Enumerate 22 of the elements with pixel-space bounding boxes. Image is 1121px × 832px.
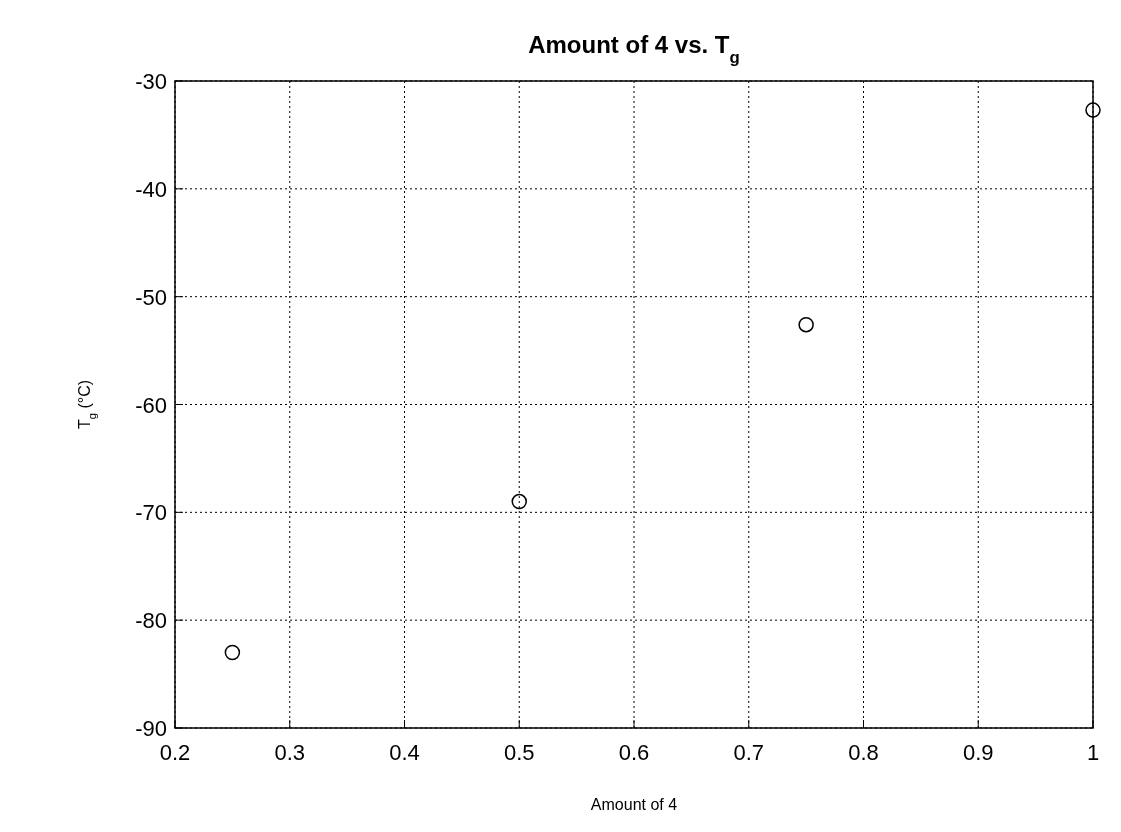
y-tick-label: -50 (135, 284, 167, 310)
y-tick-label: -30 (135, 69, 167, 94)
x-tick-label: 0.3 (274, 740, 306, 765)
x-axis-title: Amount of 4 (590, 796, 678, 813)
point (798, 316, 814, 333)
point (224, 644, 241, 661)
x-tick-label: 0.7 (733, 740, 765, 765)
x-tick-label: 0.9 (962, 740, 994, 765)
x-tick-label: 0.6 (618, 740, 650, 765)
y-tick-label: -70 (135, 500, 167, 526)
x-tick-label: 1 (1086, 740, 1100, 765)
y-tick-label: -90 (135, 716, 167, 741)
chart-title: Amount of 4 vs. T$_{g}$ (528, 31, 740, 67)
y-tick-label: -60 (135, 392, 167, 418)
x-tick-label: 0.2 (159, 740, 191, 765)
y-tick-label: -40 (135, 176, 167, 202)
point (511, 493, 527, 510)
point (1085, 102, 1101, 118)
x-tick-label: 0.8 (848, 740, 879, 765)
x-tick-label: 0.5 (503, 740, 535, 765)
x-tick-label: 0.4 (389, 740, 420, 765)
y-tick-label: -80 (135, 608, 167, 634)
